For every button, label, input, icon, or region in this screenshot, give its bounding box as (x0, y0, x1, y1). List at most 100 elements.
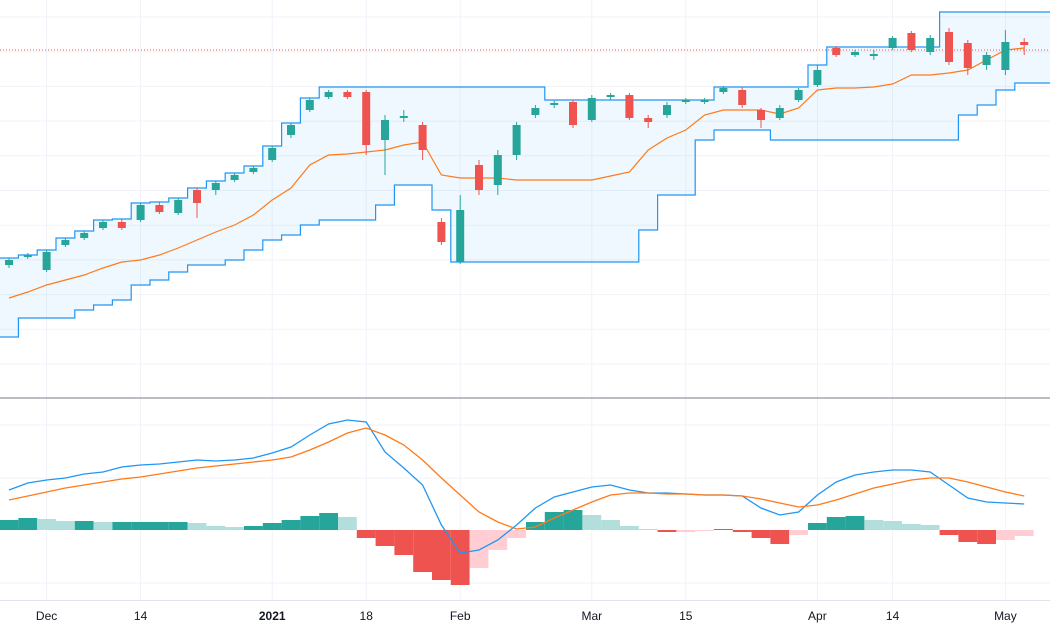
candle-body (681, 100, 690, 102)
histogram-bar (977, 530, 996, 544)
histogram-bar (0, 520, 19, 530)
histogram-bar (300, 516, 320, 530)
histogram-bar (996, 530, 1015, 540)
x-tick-label: Mar (581, 609, 602, 623)
histogram-bar (131, 522, 150, 530)
histogram-bar (112, 522, 132, 530)
channel-fill (0, 12, 1050, 337)
histogram-bar (563, 510, 583, 530)
candle-body (587, 98, 596, 120)
candle-body (493, 155, 502, 185)
x-tick-label: 14 (134, 609, 148, 623)
histogram-bar (920, 525, 940, 530)
histogram-bar (93, 522, 113, 530)
candle-body (399, 116, 408, 118)
candle-body (324, 92, 333, 97)
candle-body (23, 255, 32, 257)
candle-body (230, 175, 239, 180)
histogram-bar (281, 520, 301, 530)
histogram-bar (394, 530, 414, 555)
candle-body (456, 210, 465, 262)
candle-body (5, 260, 13, 265)
candle-body (606, 95, 615, 97)
histogram-bar (751, 530, 771, 538)
candle-body (531, 108, 540, 115)
candle-body (249, 168, 258, 172)
candle-body (907, 33, 916, 50)
histogram-bar (714, 529, 733, 530)
candle-body (343, 92, 352, 97)
candle-body (813, 70, 822, 85)
histogram-bar (150, 522, 169, 530)
candle-body (569, 102, 577, 125)
histogram-bar (638, 529, 658, 530)
histogram-bar (601, 520, 620, 530)
candle-body (136, 205, 145, 220)
histogram-bar (826, 517, 846, 530)
histogram-bar (413, 530, 432, 572)
candle-body (832, 48, 841, 55)
candle-body (550, 103, 559, 105)
candle-body (512, 125, 521, 155)
histogram-bar (74, 521, 94, 530)
histogram-bar (507, 530, 526, 538)
histogram-bar (375, 530, 395, 546)
candle-body (193, 190, 201, 203)
histogram-bar (1014, 530, 1034, 536)
candle-body (268, 148, 277, 160)
candle-body (794, 90, 803, 100)
candle-body (1020, 42, 1029, 45)
histogram-bar (620, 526, 639, 530)
candle-body (155, 205, 164, 212)
candle-body (851, 52, 859, 55)
histogram-bar (657, 530, 677, 532)
candle-body (926, 38, 935, 52)
candle-body (381, 120, 389, 140)
histogram-bar (244, 526, 263, 530)
histogram-bar (432, 530, 451, 580)
candle-body (663, 105, 671, 115)
histogram-bar (206, 526, 226, 530)
candle-body (437, 222, 446, 242)
histogram-bar (789, 530, 808, 535)
candle-body (644, 118, 653, 122)
histogram-bar (56, 521, 75, 530)
candle-body (700, 100, 709, 102)
x-tick-label: 14 (886, 609, 900, 623)
histogram-bar (958, 530, 978, 542)
histogram-bar (338, 517, 357, 530)
candle-body (869, 54, 878, 56)
histogram-bar (902, 524, 921, 530)
histogram-bar (469, 530, 489, 568)
candle-body (775, 108, 784, 118)
histogram-bar (845, 516, 865, 530)
histogram-bar (582, 515, 602, 530)
candle-body (61, 240, 70, 245)
candle-body (211, 183, 220, 190)
histogram-bar (939, 530, 959, 535)
candle-body (475, 165, 483, 190)
histogram-bar (262, 523, 282, 530)
x-tick-label: 15 (679, 609, 693, 623)
candle-body (625, 95, 634, 118)
candle-body (174, 200, 183, 213)
candle-body (945, 32, 953, 62)
histogram-bar (732, 530, 752, 532)
x-tick-label: Dec (36, 609, 57, 623)
x-tick-label: Feb (450, 609, 471, 623)
x-tick-label: May (994, 609, 1017, 623)
histogram-bar (883, 521, 902, 530)
histogram-bar (695, 530, 714, 531)
candle-body (418, 125, 427, 150)
candle-body (888, 38, 897, 48)
channel-line (0, 11, 1050, 259)
histogram-bar (676, 530, 696, 532)
histogram-bar (187, 523, 207, 530)
histogram-bar (770, 530, 790, 544)
x-tick-label: 2021 (259, 609, 286, 623)
channel-line (0, 82, 1050, 338)
histogram-bar (450, 530, 470, 585)
histogram-bar (168, 522, 188, 530)
histogram-bar (526, 522, 545, 530)
histogram-bar (319, 513, 338, 530)
